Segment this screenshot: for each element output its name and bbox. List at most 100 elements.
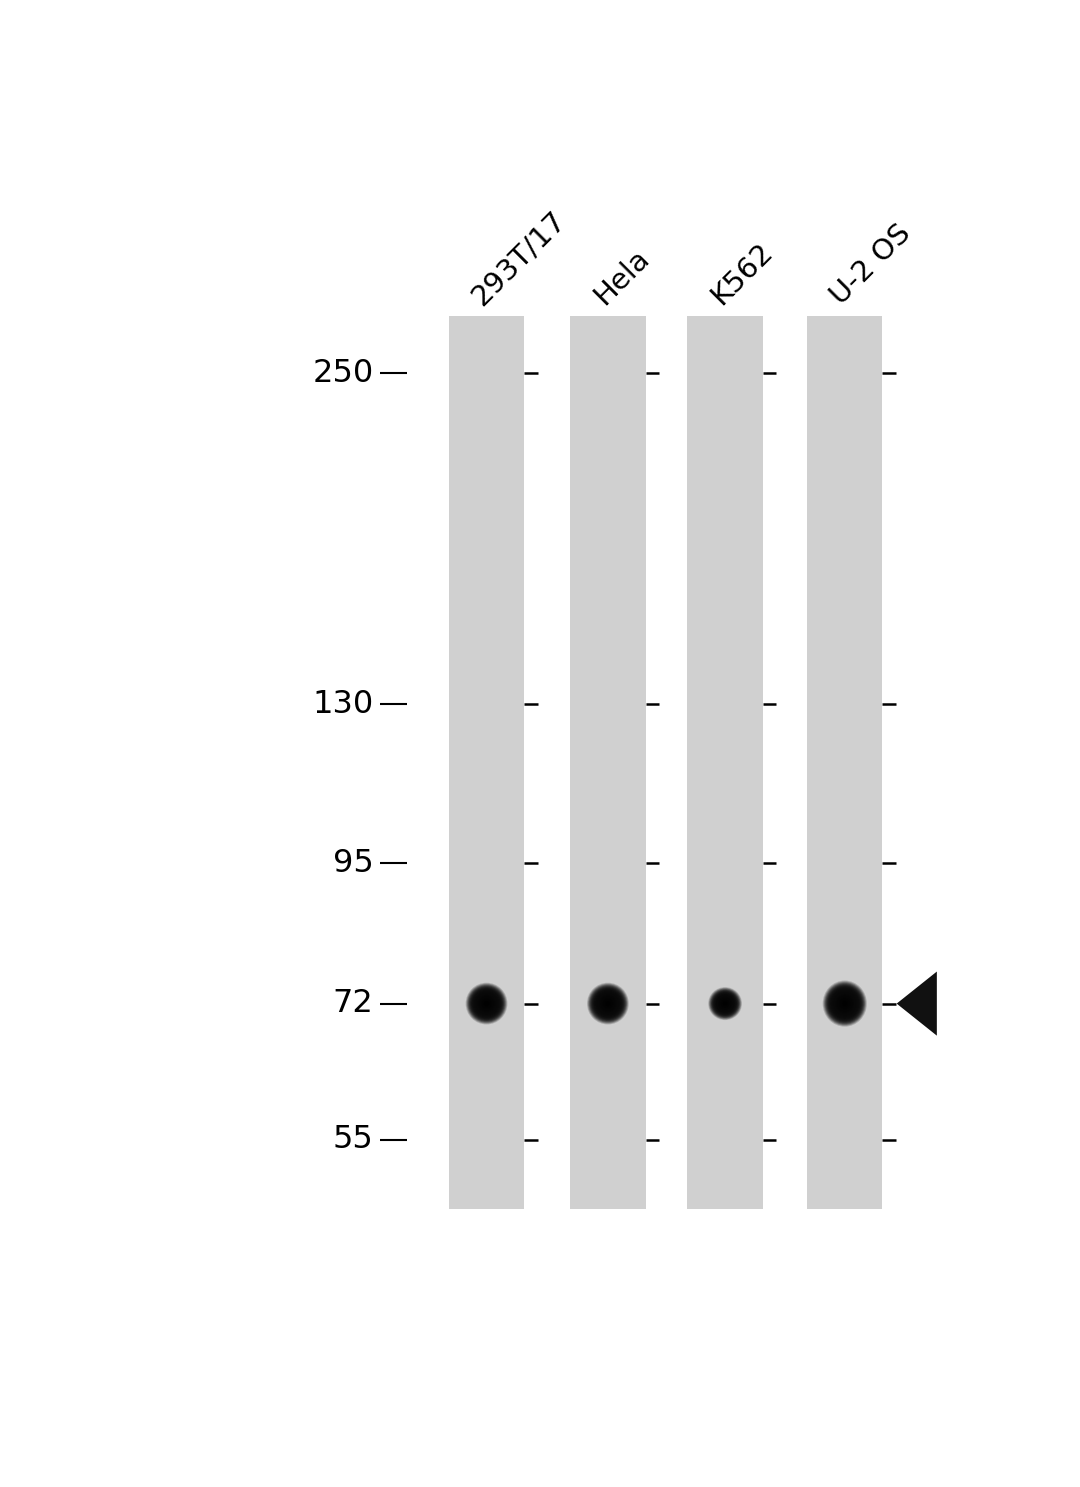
Ellipse shape — [602, 998, 615, 1010]
Ellipse shape — [589, 984, 627, 1023]
Ellipse shape — [717, 996, 733, 1011]
Ellipse shape — [484, 1001, 489, 1007]
Ellipse shape — [600, 996, 616, 1011]
Ellipse shape — [843, 1002, 846, 1005]
Bar — [687, 315, 762, 1209]
Ellipse shape — [592, 987, 624, 1020]
Text: U-2 OS: U-2 OS — [825, 219, 916, 311]
Ellipse shape — [826, 984, 863, 1023]
Ellipse shape — [712, 990, 739, 1017]
Ellipse shape — [470, 987, 503, 1020]
Ellipse shape — [710, 989, 741, 1019]
Ellipse shape — [718, 996, 732, 1011]
Ellipse shape — [598, 993, 618, 1013]
Ellipse shape — [596, 992, 619, 1016]
Ellipse shape — [713, 992, 738, 1016]
Ellipse shape — [478, 996, 495, 1011]
Ellipse shape — [467, 983, 507, 1023]
Ellipse shape — [715, 993, 735, 1014]
Ellipse shape — [838, 996, 851, 1010]
Ellipse shape — [831, 989, 859, 1019]
Ellipse shape — [476, 993, 497, 1014]
Ellipse shape — [604, 999, 612, 1008]
Ellipse shape — [469, 986, 504, 1022]
Bar — [570, 315, 646, 1209]
Text: 130: 130 — [312, 688, 374, 720]
Ellipse shape — [477, 993, 496, 1013]
Ellipse shape — [607, 1002, 609, 1005]
Ellipse shape — [465, 983, 508, 1025]
Ellipse shape — [824, 983, 865, 1025]
Ellipse shape — [480, 996, 494, 1011]
Ellipse shape — [485, 1002, 488, 1005]
Ellipse shape — [835, 993, 855, 1014]
Text: K562: K562 — [705, 238, 778, 311]
Ellipse shape — [723, 1001, 728, 1007]
Ellipse shape — [833, 992, 856, 1016]
Ellipse shape — [823, 980, 867, 1026]
Ellipse shape — [720, 999, 730, 1008]
Ellipse shape — [719, 998, 731, 1010]
Ellipse shape — [596, 992, 620, 1016]
Ellipse shape — [832, 990, 858, 1017]
Ellipse shape — [483, 1001, 490, 1007]
Ellipse shape — [588, 983, 629, 1025]
Ellipse shape — [605, 1001, 611, 1007]
Ellipse shape — [603, 998, 613, 1008]
Ellipse shape — [720, 999, 729, 1008]
Ellipse shape — [827, 986, 862, 1022]
Ellipse shape — [590, 986, 626, 1022]
Ellipse shape — [836, 993, 854, 1013]
Ellipse shape — [723, 1002, 727, 1005]
Ellipse shape — [713, 992, 737, 1016]
Ellipse shape — [825, 983, 864, 1023]
Ellipse shape — [472, 989, 501, 1019]
Ellipse shape — [839, 998, 850, 1010]
Ellipse shape — [473, 990, 500, 1017]
Ellipse shape — [593, 989, 623, 1019]
Ellipse shape — [837, 996, 852, 1011]
Ellipse shape — [588, 983, 627, 1023]
Ellipse shape — [482, 998, 491, 1008]
Ellipse shape — [829, 987, 861, 1020]
Ellipse shape — [486, 1002, 487, 1005]
Ellipse shape — [482, 999, 491, 1008]
Ellipse shape — [824, 981, 866, 1026]
Ellipse shape — [474, 992, 499, 1016]
Ellipse shape — [711, 990, 739, 1017]
Ellipse shape — [594, 990, 622, 1017]
Text: 250: 250 — [312, 358, 374, 388]
Ellipse shape — [592, 987, 623, 1019]
Text: 95: 95 — [333, 848, 374, 879]
Ellipse shape — [595, 990, 621, 1017]
Ellipse shape — [477, 995, 496, 1013]
Ellipse shape — [842, 1002, 847, 1005]
Ellipse shape — [599, 995, 617, 1013]
Ellipse shape — [481, 998, 492, 1010]
Ellipse shape — [591, 986, 625, 1022]
Ellipse shape — [828, 986, 862, 1022]
Text: 55: 55 — [333, 1124, 374, 1155]
Ellipse shape — [606, 1002, 609, 1005]
Ellipse shape — [715, 993, 734, 1013]
Ellipse shape — [471, 987, 502, 1019]
Ellipse shape — [475, 992, 498, 1016]
Ellipse shape — [469, 986, 504, 1022]
Ellipse shape — [605, 1001, 610, 1007]
Ellipse shape — [468, 984, 505, 1023]
Ellipse shape — [714, 993, 737, 1014]
Ellipse shape — [600, 996, 615, 1011]
Ellipse shape — [473, 990, 500, 1017]
Ellipse shape — [708, 987, 741, 1020]
Ellipse shape — [719, 998, 731, 1010]
Text: 72: 72 — [333, 987, 374, 1019]
Ellipse shape — [717, 995, 733, 1011]
Text: 293T/17: 293T/17 — [467, 205, 571, 311]
Ellipse shape — [840, 999, 849, 1008]
Text: Hela: Hela — [589, 244, 654, 311]
Ellipse shape — [711, 989, 740, 1019]
Bar — [449, 315, 524, 1209]
Ellipse shape — [708, 987, 742, 1020]
Polygon shape — [896, 971, 936, 1035]
Ellipse shape — [834, 992, 855, 1016]
